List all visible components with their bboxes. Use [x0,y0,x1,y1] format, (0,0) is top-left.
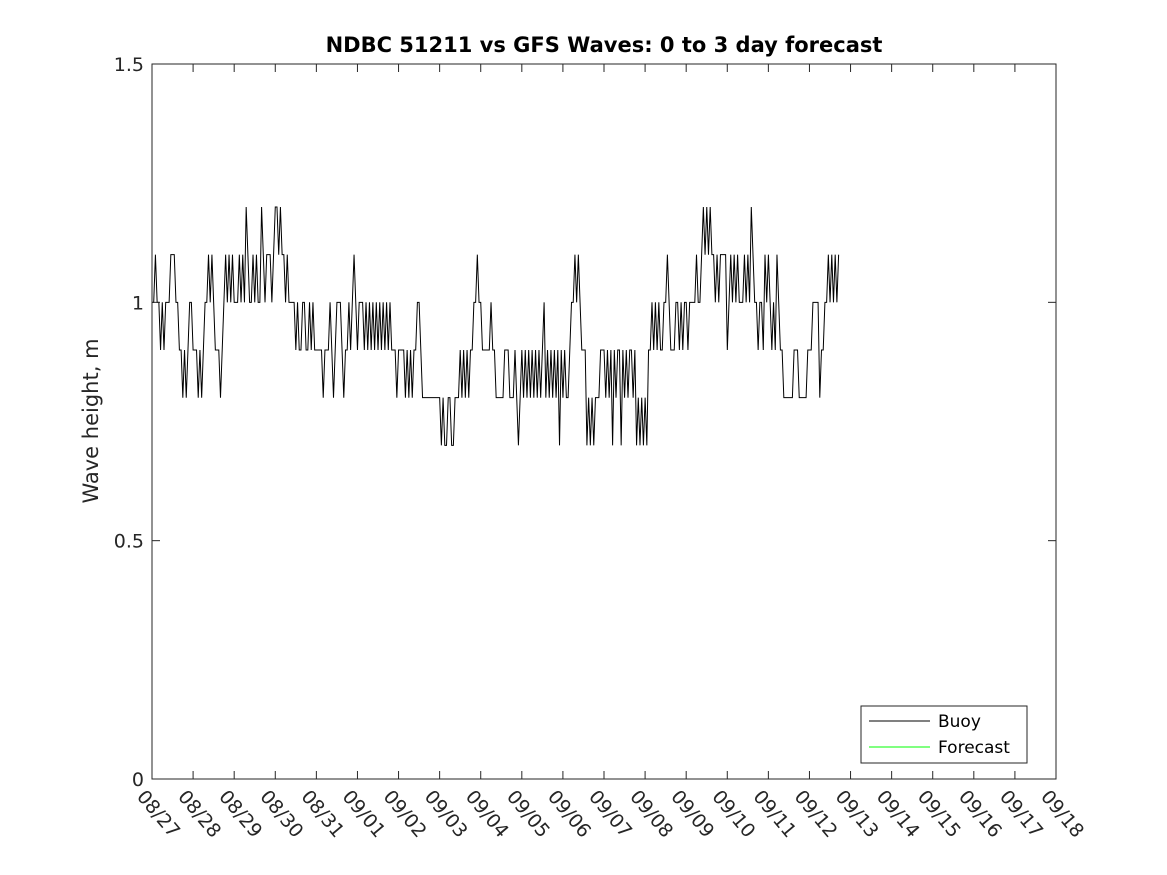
y-axis-label: Wave height, m [79,338,103,503]
x-tick-label: 09/10 [707,786,759,842]
x-tick-label: 09/12 [790,786,842,842]
y-tick-label: 0 [132,769,144,791]
x-tick-label: 08/29 [214,786,266,842]
x-tick-label: 08/28 [173,786,225,842]
legend-label-buoy: Buoy [938,712,981,732]
x-tick-label: 09/04 [461,786,513,842]
x-tick-label: 09/09 [666,786,718,842]
x-tick-label: 09/02 [379,786,431,842]
x-tick-label: 09/06 [543,786,595,842]
x-tick-label: 09/16 [954,786,1006,842]
chart-title: NDBC 51211 vs GFS Waves: 0 to 3 day fore… [326,33,883,57]
legend-label-forecast: Forecast [938,738,1010,758]
legend-box [860,705,1028,764]
x-tick-label: 08/27 [132,786,184,842]
axes-box [151,63,1057,780]
x-tick-label: 09/03 [420,786,472,842]
x-tick-label: 09/01 [338,786,390,842]
x-tick-label: 09/11 [749,786,801,842]
plot-area [152,64,1056,779]
x-tick-label: 09/18 [1036,786,1088,842]
y-tick-label: 1 [132,292,144,314]
series-line-buoy [152,206,840,446]
x-tick-label: 09/13 [831,786,883,842]
y-tick-label: 0.5 [114,531,144,553]
x-tick-label: 09/14 [872,786,924,842]
x-tick-label: 09/17 [995,786,1047,842]
x-tick-label: 09/15 [913,786,965,842]
x-tick-label: 09/05 [502,786,554,842]
y-tick-label: 1.5 [114,54,144,76]
x-tick-label: 08/31 [297,786,349,842]
x-tick-label: 09/08 [625,786,677,842]
x-tick-label: 08/30 [255,786,307,842]
series-layer [152,206,840,446]
x-tick-label: 09/07 [584,786,636,842]
legend: Buoy Forecast [860,705,1028,764]
